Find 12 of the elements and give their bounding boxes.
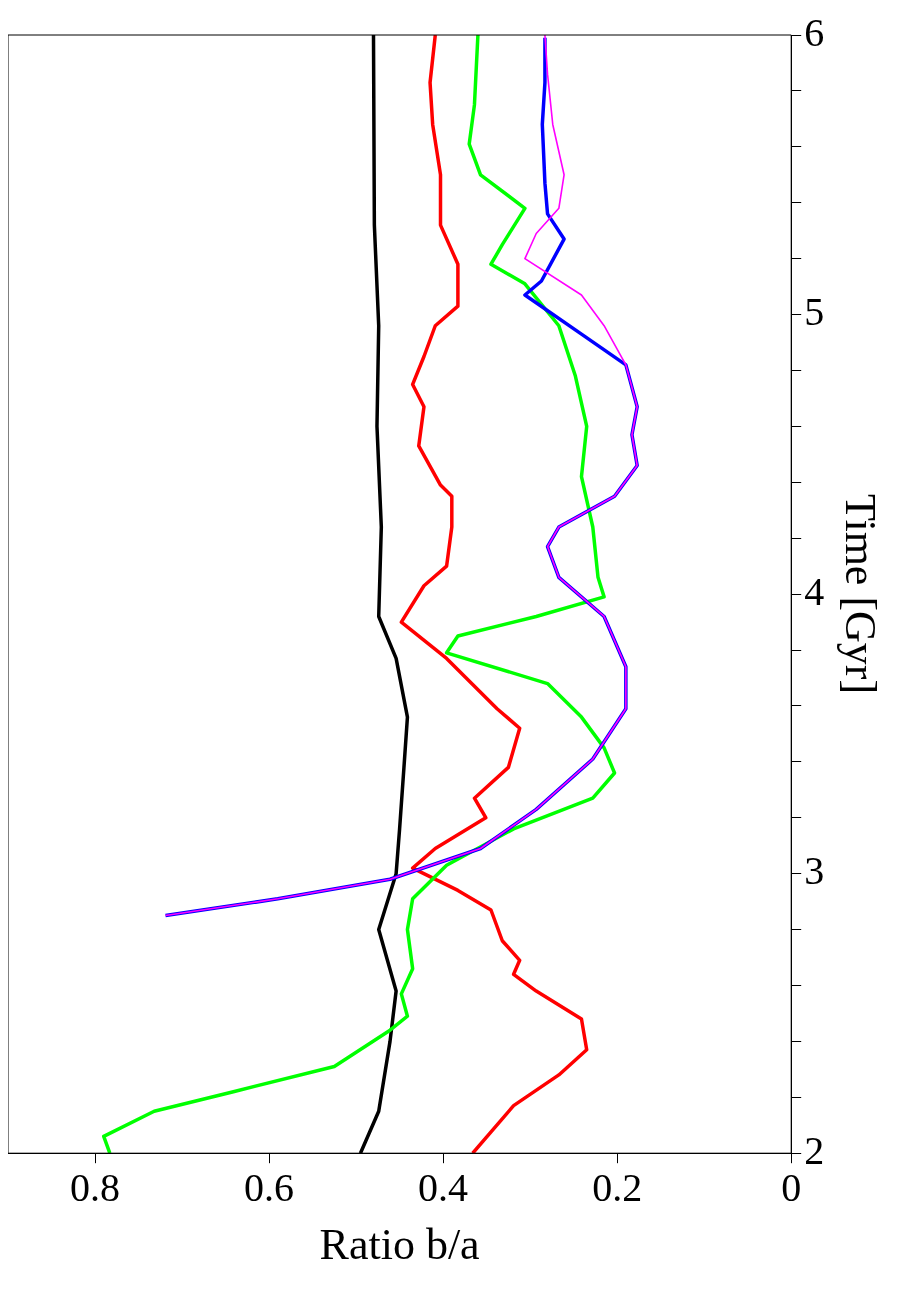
x-tick-label: 0 (781, 1164, 802, 1210)
x-tick-label: 0.6 (244, 1164, 295, 1210)
y-axis-title: Time [Gyr] (836, 494, 886, 695)
y-tick-label: 5 (804, 289, 825, 335)
y-tick-label: 3 (804, 848, 825, 894)
x-tick-label: 0.4 (418, 1164, 469, 1210)
x-tick-label: 0.8 (70, 1164, 121, 1210)
x-tick-label: 0.2 (592, 1164, 643, 1210)
y-tick-label: 4 (804, 568, 825, 614)
y-tick-label: 6 (804, 9, 825, 55)
y-tick-label: 2 (804, 1127, 825, 1173)
x-axis-title: Ratio b/a (319, 1220, 480, 1270)
